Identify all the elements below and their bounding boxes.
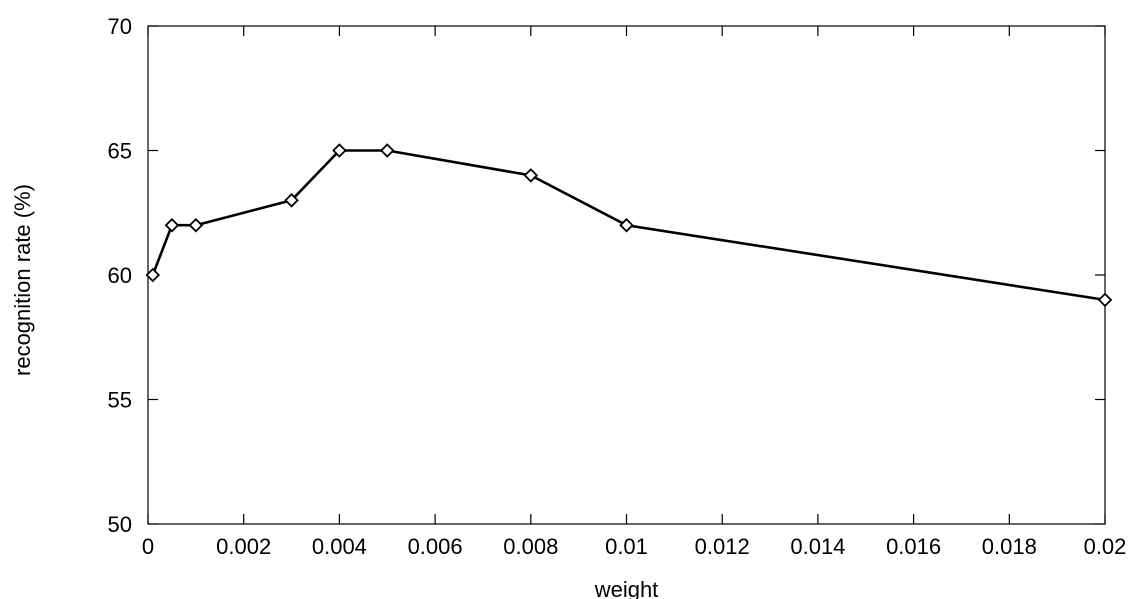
- x-tick-label: 0.018: [982, 534, 1037, 559]
- y-tick-label: 50: [108, 512, 132, 537]
- x-tick-label: 0.016: [886, 534, 941, 559]
- data-point-marker: [523, 168, 539, 183]
- y-tick-label: 65: [108, 139, 132, 164]
- plot-frame: [147, 25, 1106, 525]
- data-point-marker: [188, 217, 204, 233]
- x-tick-label: 0.02: [1084, 534, 1127, 559]
- data-point-marker: [379, 143, 395, 158]
- data-point-marker: [284, 193, 299, 208]
- x-tick-label: 0.004: [312, 534, 367, 559]
- x-tick-label: 0.012: [695, 534, 750, 559]
- data-point-marker: [145, 267, 161, 283]
- x-tick-label: 0.01: [605, 534, 648, 559]
- data-point-marker: [619, 217, 634, 233]
- x-tick-label: 0.014: [790, 534, 845, 559]
- y-tick-label: 60: [108, 263, 132, 288]
- x-tick-label: 0.002: [216, 534, 271, 559]
- x-axis: 0 0.002 0.004 0.006 0.008 0.01 0.012 0.014 0.016…: [142, 26, 1127, 559]
- data-point-marker: [332, 143, 347, 158]
- x-tick-label: 0.006: [408, 534, 463, 559]
- x-tick-label: 0: [142, 534, 154, 559]
- y-tick-label: 55: [108, 388, 132, 413]
- y-tick-label: 70: [108, 14, 132, 39]
- y-axis-label: recognition rate (%): [10, 184, 35, 376]
- series-layer: [145, 143, 1113, 308]
- data-point-marker: [164, 217, 180, 233]
- data-point-marker: [1097, 292, 1113, 308]
- x-tick-label: 0.008: [503, 534, 558, 559]
- x-axis-label: weight: [594, 577, 659, 599]
- y-axis: 50 55 60 65 70: [108, 14, 1105, 537]
